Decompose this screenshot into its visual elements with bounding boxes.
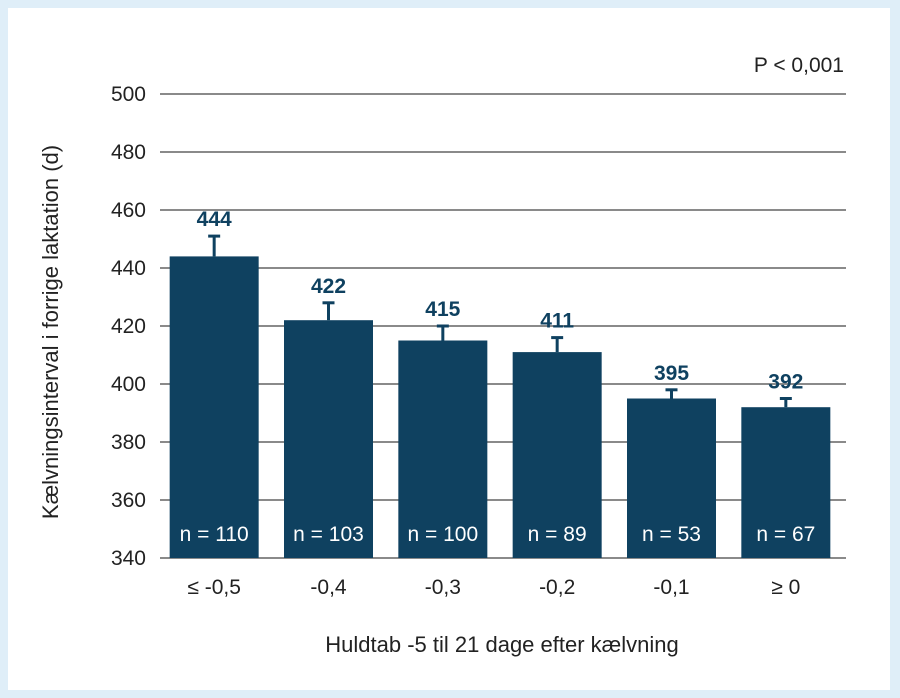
x-tick-label: ≥ 0 (771, 576, 800, 599)
y-tick-label: 380 (111, 431, 146, 454)
x-tick-label: -0,3 (425, 576, 461, 599)
bar (512, 352, 602, 558)
bar-chart: 340 360 380 400 420 440 460 480 500 444 n = 110 42… (38, 54, 846, 657)
y-tick-label: 360 (111, 489, 146, 512)
x-axis-label: Huldtab -5 til 21 dage efter kælvning (325, 632, 678, 657)
data-label: 415 (425, 298, 460, 321)
bar (627, 398, 716, 558)
bar (398, 340, 488, 558)
x-tick-label: -0,2 (539, 576, 575, 599)
y-tick-label: 440 (111, 257, 146, 280)
y-tick-label: 340 (111, 547, 146, 570)
x-tick-label: -0,1 (653, 576, 689, 599)
y-tick-label: 480 (111, 141, 146, 164)
gridlines (160, 93, 846, 559)
x-axis-ticks: ≤ -0,5 -0,4 -0,3 -0,2 -0,1 ≥ 0 (187, 576, 800, 599)
y-tick-label: 460 (111, 199, 146, 222)
n-label: n = 103 (293, 523, 364, 546)
data-label: 422 (311, 275, 346, 298)
y-axis-ticks: 340 360 380 400 420 440 460 480 500 (111, 83, 146, 570)
n-label: n = 53 (642, 523, 701, 546)
y-tick-label: 500 (111, 83, 146, 106)
n-label: n = 89 (528, 523, 587, 546)
chart-frame: 340 360 380 400 420 440 460 480 500 444 n = 110 42… (8, 8, 890, 690)
bar (741, 407, 831, 558)
n-label: n = 110 (180, 523, 249, 546)
p-value-annotation: P < 0,001 (754, 54, 844, 77)
data-label: 392 (768, 371, 803, 394)
data-label: 395 (654, 362, 689, 385)
y-tick-label: 400 (111, 373, 146, 396)
y-axis-label: Kælvningsinterval i forrige laktation (d… (38, 145, 63, 519)
bar (284, 320, 373, 558)
bars: 444 n = 110 422 n = 103 415 n = 100 411 n = 89 3… (169, 208, 831, 558)
bar (169, 256, 259, 558)
n-label: n = 100 (408, 523, 479, 546)
n-label: n = 67 (756, 523, 815, 546)
data-label: 444 (197, 208, 232, 231)
data-label: 411 (540, 310, 574, 333)
x-tick-label: ≤ -0,5 (187, 576, 241, 599)
y-tick-label: 420 (111, 315, 146, 338)
x-tick-label: -0,4 (310, 576, 347, 599)
